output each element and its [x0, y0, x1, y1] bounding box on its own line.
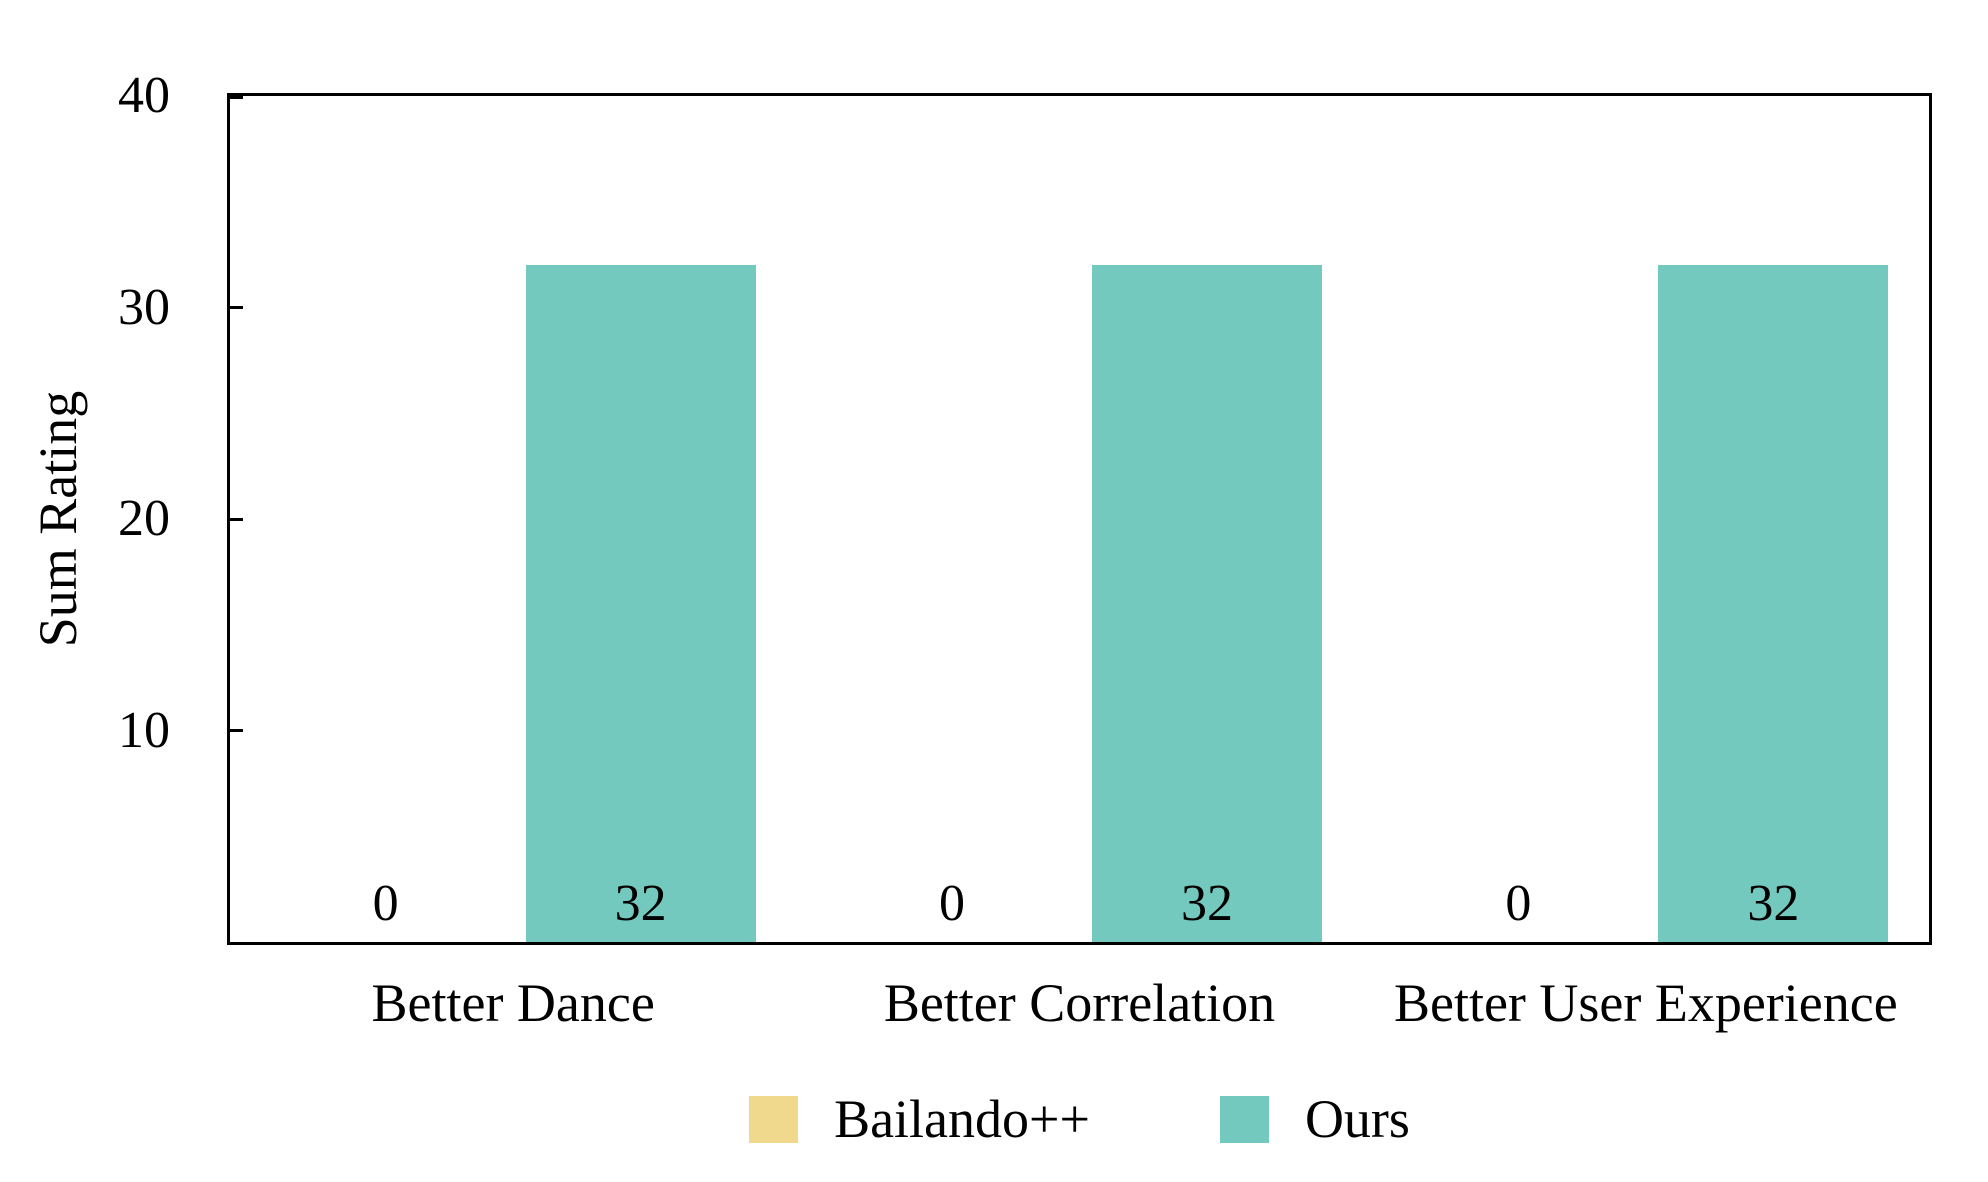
- x-category-label: Better Dance: [371, 973, 655, 1033]
- y-tick-mark: [230, 517, 243, 521]
- y-tick-mark: [230, 306, 243, 309]
- y-tick-label: 40: [118, 67, 170, 124]
- x-category-label: Better User Experience: [1393, 973, 1898, 1033]
- legend-swatch: [1219, 1095, 1269, 1143]
- bar-value-label: 32: [1747, 875, 1800, 932]
- bar-ours-1: [525, 265, 756, 942]
- bar-value-label: 0: [1505, 875, 1532, 932]
- bar-value-label: 0: [939, 875, 965, 932]
- plot-area: 0 32 0 32 0 32: [227, 93, 1932, 945]
- bar-ours-2: [1092, 265, 1322, 942]
- legend-label: Bailando++: [834, 1089, 1090, 1149]
- bar-ours-3: [1658, 265, 1889, 942]
- bar-value-label: 32: [614, 875, 667, 932]
- y-tick-label: 30: [118, 278, 170, 336]
- y-tick-mark: [230, 729, 243, 732]
- legend-item-ours: Ours: [1219, 1089, 1410, 1149]
- legend-label: Ours: [1304, 1089, 1410, 1149]
- legend-item-bailando-: Bailando++: [749, 1092, 1090, 1146]
- y-tick-label: 20: [118, 490, 170, 547]
- y-tick-mark: [230, 96, 243, 99]
- legend: Bailando++ Ours: [227, 1089, 1932, 1149]
- bar-value-label: 32: [1181, 875, 1233, 932]
- bar-value-label: 0: [372, 875, 399, 932]
- y-tick-label: 10: [118, 701, 170, 759]
- x-category-label: Better Correlation: [883, 973, 1276, 1033]
- legend-swatch: [749, 1095, 799, 1143]
